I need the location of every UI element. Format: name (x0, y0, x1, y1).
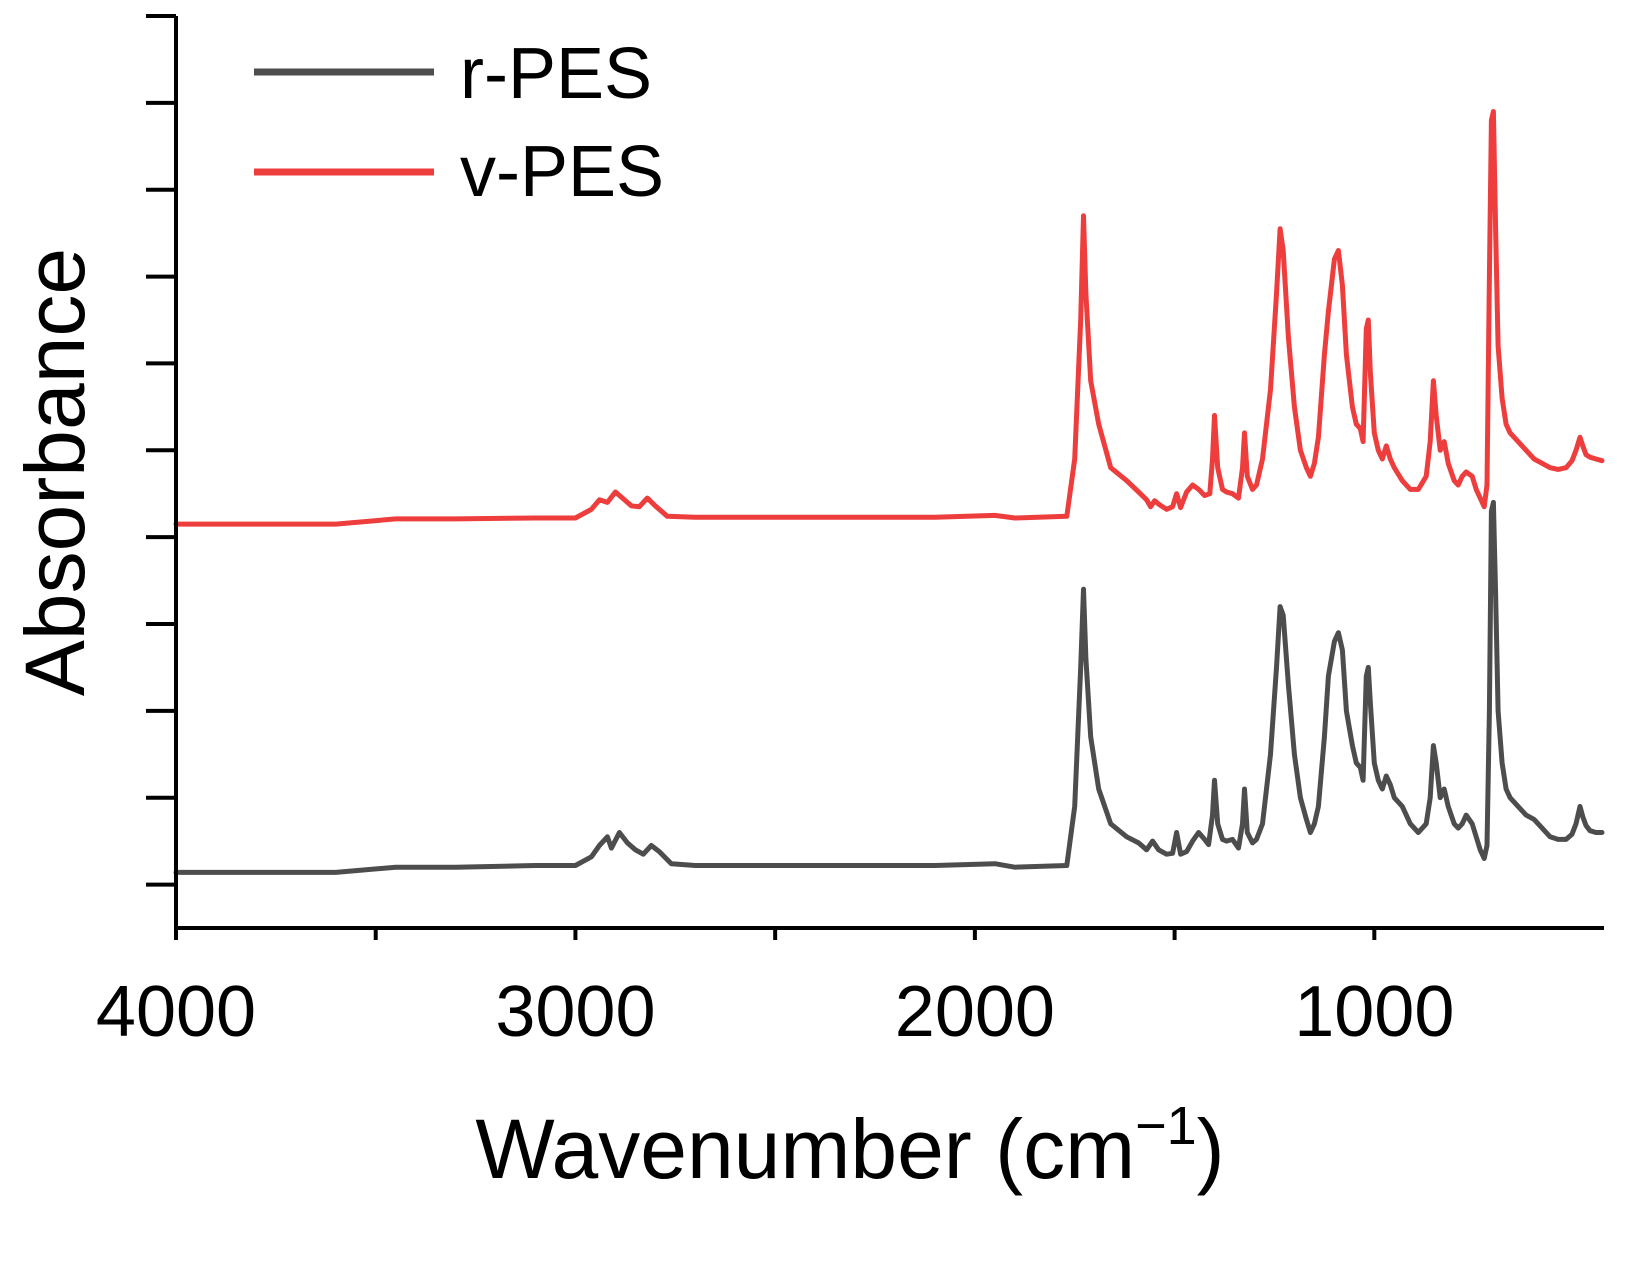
x-axis-title: Wavenumber (cm−1) (475, 1096, 1224, 1196)
series-line-v-pes (173, 109, 1605, 527)
legend: r-PES v-PES (254, 34, 664, 212)
series-line-r-pes (173, 499, 1605, 875)
y-ticks (146, 14, 176, 887)
x-tick-label-2000: 2000 (895, 972, 1055, 1052)
axes: 4000 3000 2000 1000 (96, 14, 1604, 1052)
x-tick-label-4000: 4000 (96, 972, 256, 1052)
x-axis-title-superscript: −1 (1135, 1096, 1197, 1156)
x-axis-title-main: Wavenumber (cm (475, 1102, 1135, 1196)
y-axis-title: Absorbance (8, 248, 102, 696)
legend-label-v-pes: v-PES (460, 132, 664, 212)
x-ticks: 4000 3000 2000 1000 (96, 928, 1454, 1052)
x-tick-label-1000: 1000 (1294, 972, 1454, 1052)
plot-area (173, 109, 1605, 875)
x-tick-label-3000: 3000 (495, 972, 655, 1052)
legend-label-r-pes: r-PES (460, 34, 652, 114)
x-axis-title-close: ) (1197, 1102, 1225, 1196)
